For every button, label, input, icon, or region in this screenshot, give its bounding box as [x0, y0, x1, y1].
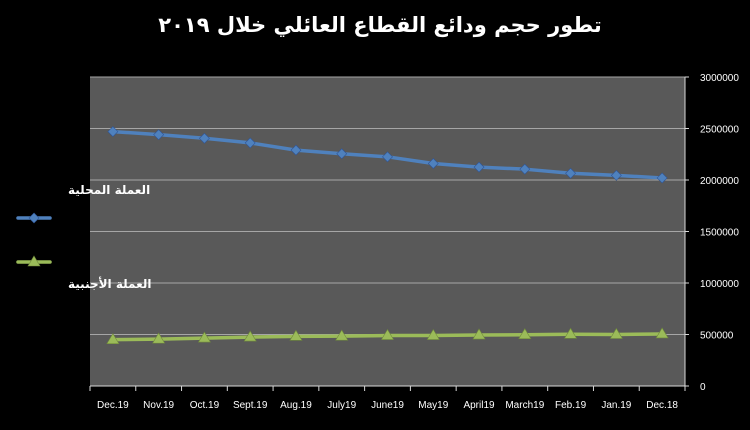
data-point-1: [382, 151, 393, 163]
axes: 0 500000 1000000 1500000 2000000 2500000 30000…: [89, 73, 739, 411]
legend-marker-1: [28, 212, 40, 224]
data-point-1: [427, 158, 439, 169]
data-point-2: [243, 330, 257, 342]
x-tick-label: April19: [463, 400, 495, 411]
data-point-2: [426, 328, 440, 340]
data-point-2: [472, 328, 486, 340]
data-point-1: [610, 169, 622, 181]
data-point-1: [107, 126, 119, 138]
x-tick-label: Jan.19: [601, 400, 631, 411]
x-tick-label: March19: [505, 400, 544, 411]
x-tick-label: Dec.18: [646, 400, 678, 411]
data-point-2: [564, 327, 578, 339]
y-tick-label: 3000000: [700, 73, 739, 84]
grid-lines: [90, 76, 685, 335]
data-point-1: [565, 167, 577, 179]
x-tick-label: May19: [418, 400, 448, 411]
y-tick-label: 2000000: [700, 176, 739, 187]
chart-title: تطور حجم ودائع القطاع العائلي خلال ٢٠١٩: [158, 13, 601, 37]
legend: العملة المحلية العملة الأجنبية: [16, 183, 151, 291]
y-tick-label: 2500000: [700, 125, 739, 136]
x-tick-label: July19: [327, 400, 356, 411]
y-tick-label: 1000000: [700, 279, 739, 290]
data-point-1: [336, 148, 348, 160]
y-tick-label: 0: [700, 382, 706, 393]
x-tick-label: Nov.19: [143, 400, 174, 411]
data-point-2: [106, 333, 120, 344]
data-point-2: [518, 328, 532, 340]
data-point-2: [655, 327, 669, 339]
legend-marker-2: [27, 255, 41, 267]
data-point-2: [152, 332, 166, 344]
data-point-2: [609, 327, 623, 339]
x-tick-label: Dec.19: [97, 400, 129, 411]
data-point-1: [519, 163, 531, 175]
data-point-2: [289, 329, 303, 341]
x-tick-label: June19: [371, 400, 404, 411]
data-point-1: [153, 129, 165, 141]
x-tick-label: Aug.19: [280, 400, 312, 411]
data-point-2: [380, 328, 395, 340]
series-lines: [106, 126, 669, 344]
data-point-1: [198, 132, 210, 144]
x-tick-label: Sept.19: [233, 400, 268, 411]
data-point-1: [244, 137, 256, 149]
data-point-2: [335, 329, 349, 341]
x-tick-label: Oct.19: [190, 400, 220, 411]
x-tick-label: Feb.19: [555, 400, 587, 411]
y-tick-label: 500000: [700, 331, 734, 342]
y-tick-label: 1500000: [700, 228, 739, 239]
data-point-1: [473, 161, 485, 173]
data-point-1: [656, 172, 668, 184]
data-point-2: [197, 331, 211, 343]
data-point-1: [290, 144, 302, 156]
legend-label-1: العملة المحلية: [68, 183, 150, 197]
legend-label-2: العملة الأجنبية: [68, 276, 151, 291]
